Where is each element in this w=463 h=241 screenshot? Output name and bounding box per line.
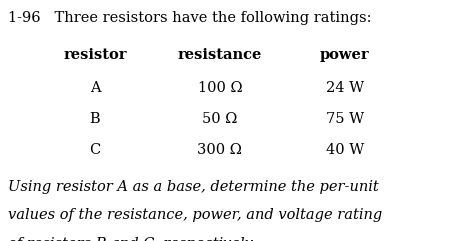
Text: values of the resistance, power, and voltage rating: values of the resistance, power, and vol… [8,208,382,222]
Text: B: B [90,112,100,126]
Text: 300 Ω: 300 Ω [198,143,242,157]
Text: C: C [89,143,100,157]
Text: Using resistor A as a base, determine the per-unit: Using resistor A as a base, determine th… [8,180,379,194]
Text: power: power [320,48,370,62]
Text: of resistors B and C, respectively.: of resistors B and C, respectively. [8,237,256,241]
Text: A: A [90,81,100,95]
Text: resistor: resistor [63,48,127,62]
Text: 24 W: 24 W [326,81,364,95]
Text: 50 Ω: 50 Ω [202,112,238,126]
Text: 100 Ω: 100 Ω [198,81,242,95]
Text: resistance: resistance [178,48,262,62]
Text: 1-96   Three resistors have the following ratings:: 1-96 Three resistors have the following … [8,11,371,25]
Text: 40 W: 40 W [326,143,364,157]
Text: 75 W: 75 W [326,112,364,126]
